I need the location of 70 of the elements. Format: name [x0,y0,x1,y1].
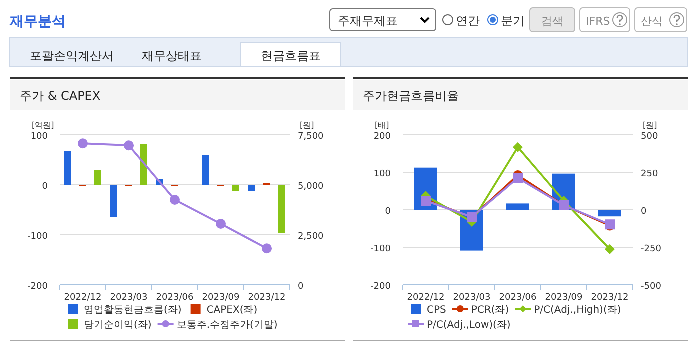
y-tick-label: 0 [385,207,392,217]
chart-title: 주가현금흐름비율 [363,89,459,103]
x-tick-label: 2022/12 [407,293,445,303]
y2-tick-label: 0 [641,207,647,217]
bar [598,210,622,217]
y2-tick-label: -250 [641,244,662,254]
legend-label: CAPEX(좌) [206,305,258,316]
x-tick-label: 2023/09 [202,293,240,303]
text: 포괄손익계산서 [30,49,114,63]
bar [94,170,102,185]
y2-axis-title: [원] [300,121,314,130]
y-axis-title: [억원] [32,121,54,130]
point [124,140,134,151]
text: IFRS [586,15,610,28]
legend-label: P/C(Adj.,Low)(좌) [427,320,511,331]
y-tick-label: -100 [370,244,392,254]
y-tick-label: 0 [42,182,48,192]
bar [140,144,148,185]
bar [202,156,210,185]
text: 주재무제표 [338,14,398,28]
text: 연간 [456,14,480,28]
text: 현금흐름표 [261,49,321,63]
legend-label: PCR(좌) [471,305,510,316]
bar [278,185,286,233]
y2-tick-label: 7,500 [298,132,324,142]
bar [64,152,72,185]
y-tick-label: -200 [28,282,48,292]
y2-axis-title: [원] [643,121,658,130]
x-tick-label: 2022/12 [64,293,102,303]
y2-tick-label: 500 [641,132,658,142]
chart-title: 주가 & CAPEX [20,89,101,103]
bar [110,185,118,218]
y2-tick-label: 2,500 [298,232,324,242]
point [216,219,226,229]
y2-tick-label: 5,000 [298,182,324,192]
text: 산식 [641,15,663,28]
bar [248,185,256,192]
legend-label: CPS [427,305,446,316]
text: 재무상태표 [142,49,202,63]
legend-label: 영업활동현금흐름(좌) [84,305,182,316]
x-tick-label: 2023/03 [110,293,148,303]
point [605,244,615,254]
text: 재무분석 [9,14,66,30]
y-axis-title: [배] [375,121,390,130]
y-tick-label: -200 [370,282,392,292]
bar [506,204,530,210]
y2-tick-label: 250 [641,170,658,180]
text: 검색 [542,15,564,28]
x-tick-label: 2023/09 [545,293,583,303]
point [262,244,272,254]
x-tick-label: 2023/06 [499,293,537,303]
x-tick-label: 2023/12 [248,293,286,303]
point [170,195,180,205]
text: 분기 [501,14,525,28]
y-tick-label: 200 [374,132,392,142]
y2-tick-label: -500 [641,282,662,292]
point [513,142,523,152]
y-tick-label: 100 [374,170,392,180]
x-tick-label: 2023/03 [453,293,491,303]
legend-label: P/C(Adj.,High)(좌) [534,305,622,316]
y-tick-label: 100 [30,132,48,142]
x-tick-label: 2023/06 [156,293,194,303]
legend-label: 보통주.수정주가(기말) [176,320,278,331]
x-tick-label: 2023/12 [591,293,629,303]
point [78,138,88,149]
legend-label: 당기순이익(좌) [84,320,152,331]
y2-tick-label: 0 [298,282,304,292]
y-tick-label: -100 [28,232,48,242]
bar [232,185,240,192]
point [513,173,523,184]
